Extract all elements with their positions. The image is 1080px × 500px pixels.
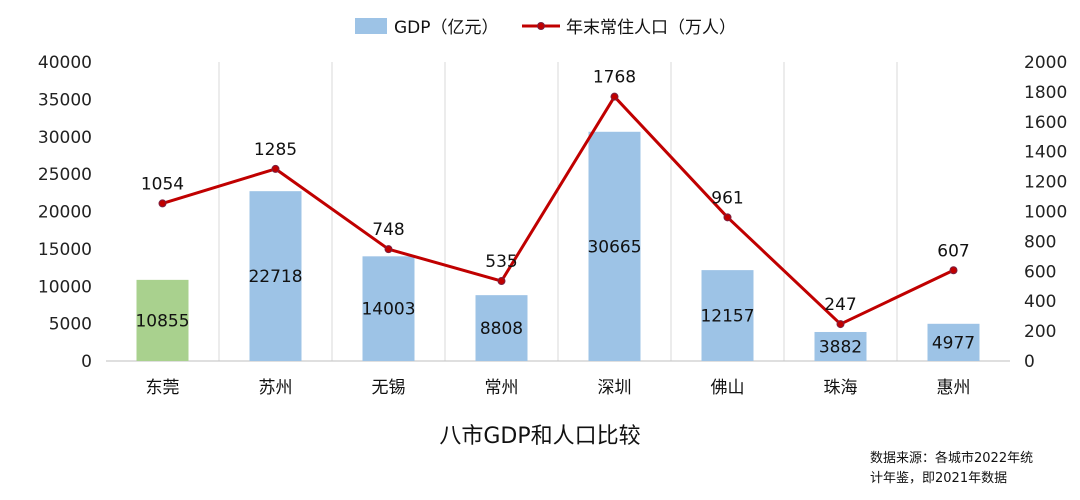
category-label: 珠海 bbox=[824, 378, 858, 398]
left-axis-ticks: 0 5000 10000 15000 20000 25000 30000 35000 40000 bbox=[38, 53, 92, 372]
category-label: 无锡 bbox=[372, 378, 406, 398]
legend-gdp-swatch bbox=[355, 18, 387, 34]
category-label: 佛山 bbox=[711, 378, 745, 398]
gdp-value-label: 3882 bbox=[819, 337, 862, 357]
left-tick-label: 5000 bbox=[49, 315, 92, 335]
population-point bbox=[723, 213, 732, 222]
population-point bbox=[610, 92, 619, 101]
left-tick-label: 30000 bbox=[38, 128, 92, 148]
population-point bbox=[158, 199, 167, 208]
population-value-label: 1285 bbox=[254, 140, 297, 160]
right-tick-label: 400 bbox=[1024, 292, 1056, 312]
population-value-label: 247 bbox=[824, 295, 856, 315]
gdp-bar bbox=[701, 270, 754, 361]
right-tick-label: 600 bbox=[1024, 262, 1056, 282]
gdp-value-label: 4977 bbox=[932, 333, 975, 353]
population-value-label: 1768 bbox=[593, 68, 636, 88]
gdp-bar bbox=[814, 331, 867, 361]
legend-population-label: 年末常住人口（万人） bbox=[566, 18, 736, 38]
left-tick-label: 15000 bbox=[38, 240, 92, 260]
population-line bbox=[162, 95, 955, 326]
gdp-value-label: 22718 bbox=[248, 267, 302, 287]
bar-series bbox=[136, 131, 980, 361]
gdp-bar bbox=[362, 256, 415, 361]
left-tick-label: 10000 bbox=[38, 277, 92, 297]
right-axis-ticks: 0 200 400 600 800 1000 1200 1400 1600 1800 2000 bbox=[1024, 53, 1067, 372]
right-tick-label: 800 bbox=[1024, 232, 1056, 252]
right-tick-label: 1600 bbox=[1024, 113, 1067, 133]
data-labels: 10855 22718 14003 8808 30665 12157 3882 4977 105… bbox=[135, 68, 975, 358]
population-point bbox=[949, 266, 958, 275]
legend: GDP（亿元） 年末常住人口（万人） bbox=[355, 18, 736, 38]
right-tick-label: 1400 bbox=[1024, 143, 1067, 163]
gdp-bar bbox=[475, 295, 528, 361]
population-value-label: 535 bbox=[485, 252, 517, 272]
category-label: 东莞 bbox=[146, 378, 180, 398]
gdp-bar bbox=[927, 323, 980, 361]
population-value-label: 607 bbox=[937, 241, 969, 261]
population-value-label: 748 bbox=[372, 220, 404, 240]
category-label: 常州 bbox=[485, 378, 519, 398]
right-tick-label: 1800 bbox=[1024, 83, 1067, 103]
gdp-value-label: 30665 bbox=[587, 237, 641, 257]
left-tick-label: 0 bbox=[81, 352, 92, 372]
legend-gdp-label: GDP（亿元） bbox=[394, 18, 499, 38]
gdp-value-label: 12157 bbox=[700, 307, 754, 327]
right-tick-label: 0 bbox=[1024, 352, 1035, 372]
gdp-bar bbox=[136, 279, 189, 361]
category-label: 深圳 bbox=[598, 378, 632, 398]
left-tick-label: 40000 bbox=[38, 53, 92, 73]
legend-population-marker bbox=[537, 22, 545, 30]
gdp-value-label: 10855 bbox=[135, 311, 189, 331]
right-tick-label: 200 bbox=[1024, 322, 1056, 342]
source-note-line-1: 数据来源：各城市2022年统 bbox=[870, 450, 1033, 466]
population-point bbox=[384, 245, 393, 254]
population-point bbox=[497, 277, 506, 286]
gdp-value-label: 8808 bbox=[480, 319, 523, 339]
gdp-bar bbox=[588, 131, 641, 361]
left-tick-label: 20000 bbox=[38, 203, 92, 223]
population-value-label: 961 bbox=[711, 188, 743, 208]
category-label: 惠州 bbox=[937, 378, 971, 398]
population-point bbox=[271, 164, 280, 173]
left-tick-label: 25000 bbox=[38, 165, 92, 185]
source-note-line-2: 计年鉴，即2021年数据 bbox=[870, 471, 1007, 486]
right-tick-label: 2000 bbox=[1024, 53, 1067, 73]
gdp-bar bbox=[249, 191, 302, 361]
left-tick-label: 35000 bbox=[38, 90, 92, 110]
population-point bbox=[836, 320, 845, 329]
gdp-value-label: 14003 bbox=[361, 300, 415, 320]
line-series bbox=[158, 92, 958, 329]
category-label: 苏州 bbox=[259, 378, 293, 398]
chart-title: 八市GDP和人口比较 bbox=[439, 424, 640, 449]
right-tick-label: 1200 bbox=[1024, 173, 1067, 193]
x-axis-categories: 东莞 苏州 无锡 常州 深圳 佛山 珠海 惠州 bbox=[146, 378, 971, 398]
right-tick-label: 1000 bbox=[1024, 203, 1067, 223]
gridlines bbox=[106, 62, 1010, 362]
population-value-label: 1054 bbox=[141, 174, 184, 194]
